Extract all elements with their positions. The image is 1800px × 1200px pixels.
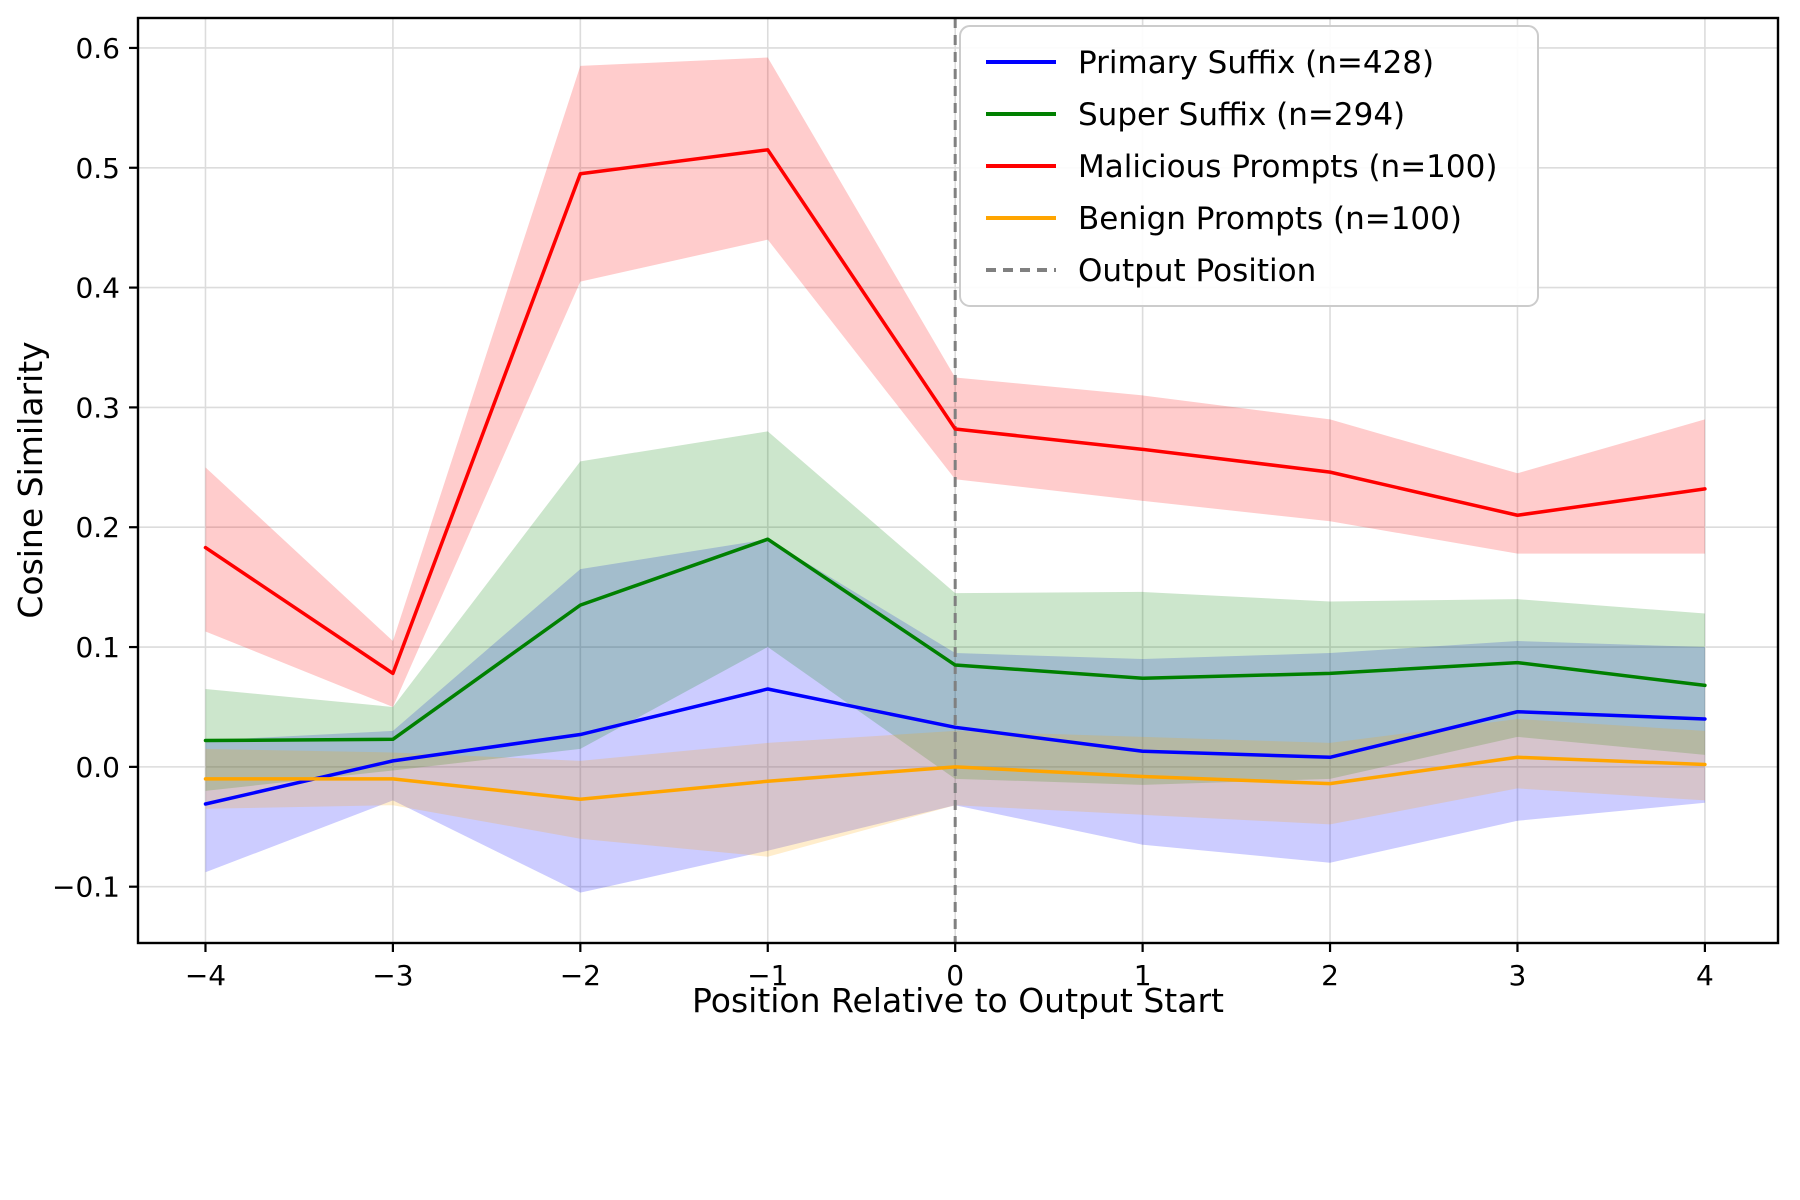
legend-label-benign-prompts-n-100: Benign Prompts (n=100) [1078, 201, 1462, 237]
x-tick-label: −2 [560, 959, 601, 992]
y-tick-label: 0.2 [75, 511, 120, 544]
x-tick-label: 2 [1321, 959, 1339, 992]
x-tick-label: −4 [185, 959, 226, 992]
legend-box [959, 25, 1539, 307]
series-lines-layer [203, 148, 1707, 806]
legend-label-output-position: Output Position [1078, 253, 1316, 289]
legend-label-malicious-prompts-n-100: Malicious Prompts (n=100) [1078, 149, 1497, 185]
x-tick-label: 4 [1696, 959, 1714, 992]
y-axis-label: Cosine Similarity [11, 341, 50, 618]
x-axis-label: Position Relative to Output Start [692, 981, 1224, 1020]
series-line-primary-suffix-n-428 [203, 687, 1707, 806]
x-tick-label: −1 [747, 959, 788, 992]
y-tick-label: 0.3 [75, 391, 120, 424]
x-tick-label: −3 [372, 959, 413, 992]
y-tick-label: 0.0 [75, 751, 120, 784]
y-tick-label: 0.4 [75, 272, 120, 305]
legend-label-primary-suffix-n-428: Primary Suffix (n=428) [1078, 45, 1434, 81]
legend: Primary Suffix (n=428) Super Suffix (n=29… [959, 25, 1539, 307]
y-tick-label: 0.5 [75, 152, 120, 185]
series-line-malicious-prompts-n-100 [203, 148, 1707, 676]
y-tick-label: −0.1 [52, 871, 120, 904]
plot-frame [136, 16, 1780, 945]
legend-label-super-suffix-n-294: Super Suffix (n=294) [1078, 97, 1405, 133]
x-tick-label: 3 [1509, 959, 1527, 992]
band-super-suffix-n-294 [205, 431, 1705, 791]
y-tick-label: 0.1 [75, 631, 120, 664]
axes-layer [136, 16, 1780, 945]
x-tick-label: 0 [946, 959, 964, 992]
series-line-super-suffix-n-294 [203, 537, 1707, 743]
x-tick-label: 1 [1134, 959, 1152, 992]
series-line-benign-prompts-n-100 [203, 755, 1707, 801]
y-tick-label: 0.6 [75, 32, 120, 65]
ticks-layer: −4 −3 −2 −1 0 1 2 3 4 −0.1 0.0 0.1 0.2 0.3 0.4 0.5 0.6 [52, 32, 1714, 992]
